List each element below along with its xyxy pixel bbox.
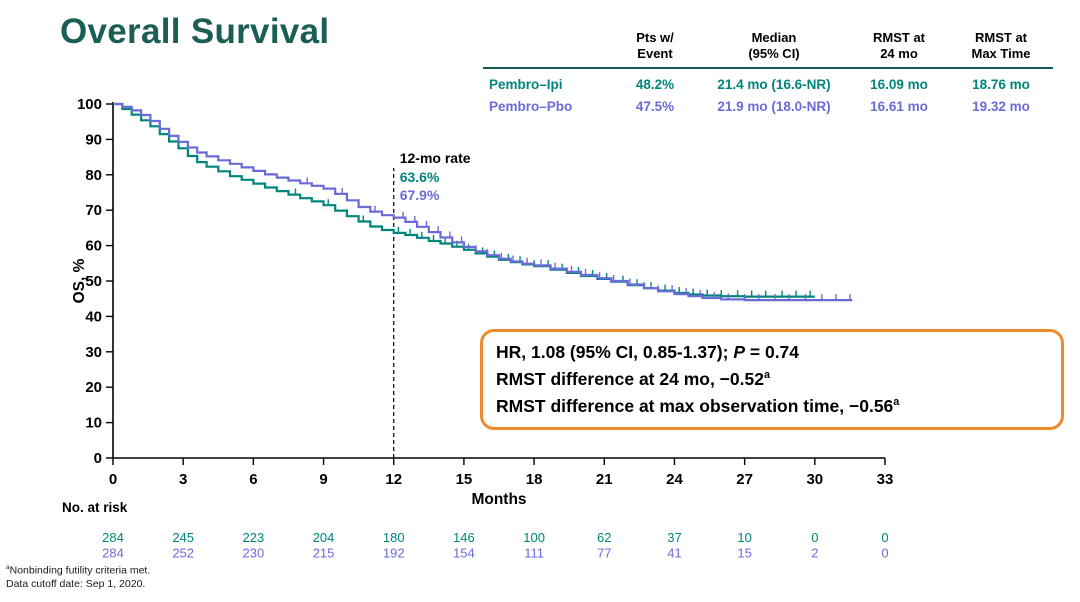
risk-count: 215 [313,545,335,560]
svg-text:0: 0 [94,450,102,467]
svg-text:30: 30 [85,344,102,361]
median-value: 21.4 mo (16.6-NR) [717,76,831,92]
svg-text:40: 40 [85,308,102,325]
rmstmax-value: 19.32 mo [972,98,1030,114]
svg-text:80: 80 [85,167,102,184]
risk-count: 62 [597,530,611,545]
reference-line-label: 12-mo rate [400,150,471,166]
svg-text:50: 50 [85,273,102,290]
svg-text:10: 10 [85,415,102,432]
svg-text:30: 30 [806,471,823,488]
summary-table: Pts w/ Event Median (95% CI) RMST at 24 … [483,30,1053,114]
risk-count: 230 [243,545,265,560]
svg-text:21: 21 [596,471,613,488]
svg-text:0: 0 [109,471,117,488]
svg-text:15: 15 [456,471,473,488]
svg-text:33: 33 [877,471,894,488]
footnote-2: Data cutoff date: Sep 1, 2020. [6,578,146,591]
svg-text:70: 70 [85,202,102,219]
no-at-risk-title: No. at risk [62,500,128,515]
risk-count: 0 [811,530,818,545]
table-row-pembro-ipi: Pembro–Ipi 48.2% 21.4 mo (16.6-NR) 16.09… [483,69,1053,92]
risk-count: 180 [383,530,405,545]
rmst24-value: 16.09 mo [870,76,928,92]
svg-text:3: 3 [179,471,187,488]
risk-count: 154 [453,545,475,560]
y-axis-label: OS, % [71,258,88,303]
rate-12mo-value: 63.6% [400,169,440,185]
risk-count: 252 [172,545,194,560]
risk-count: 111 [524,545,544,560]
rmstmax-value: 18.76 mo [972,76,1030,92]
svg-text:27: 27 [736,471,753,488]
svg-text:60: 60 [85,238,102,255]
series-pembro-pbo [113,102,853,302]
footnotes: aNonbinding futility criteria met. Data … [6,564,150,592]
footnote-1: aNonbinding futility criteria met. [6,564,150,578]
row-label: Pembro–Pbo [489,98,573,114]
rmstmax-diff-text: RMST difference at max observation time,… [496,396,894,417]
risk-count: 2 [811,545,818,560]
rmst24-diff-line: RMST difference at 24 mo, −0.52a [496,366,1048,393]
risk-count: 37 [667,530,681,545]
svg-text:20: 20 [85,379,102,396]
p-value-symbol: P [733,342,746,362]
col-header-rmst24: RMST at 24 mo [873,30,925,62]
risk-count: 10 [737,530,751,545]
rmst24-diff-text: RMST difference at 24 mo, −0.52 [496,369,764,390]
svg-text:9: 9 [319,471,327,488]
footnote-marker: a [893,396,900,409]
risk-count: 15 [737,545,751,560]
hr-line: HR, 1.08 (95% CI, 0.85-1.37); P = 0.74 [496,339,1048,366]
x-axis-label: Months [471,491,526,508]
summary-table-header: Pts w/ Event Median (95% CI) RMST at 24 … [483,30,1053,69]
risk-count: 223 [243,530,265,545]
hr-text: HR, 1.08 (95% CI, 0.85-1.37); [496,342,734,362]
risk-count: 146 [453,530,475,545]
pts-event-value: 47.5% [635,98,675,114]
footnote-marker: a [6,564,10,571]
rmstmax-diff-line: RMST difference at max observation time,… [496,393,1048,420]
risk-count: 284 [102,545,124,560]
svg-text:12: 12 [385,471,402,488]
svg-text:18: 18 [526,471,543,488]
risk-count: 284 [102,530,124,545]
axes: 0 10 20 30 40 50 60 70 80 90 100 0 3 6 9 12 15 18 21 24 27 30… [71,96,893,508]
svg-text:6: 6 [249,471,257,488]
row-label: Pembro–Ipi [489,76,563,92]
risk-count: 0 [881,530,888,545]
risk-count: 100 [523,530,545,545]
footnote-1-text: Nonbinding futility criteria met. [9,564,151,577]
median-value: 21.9 mo (18.0-NR) [717,98,831,114]
page-title: Overall Survival [60,12,330,51]
pts-event-value: 48.2% [635,76,675,92]
svg-text:24: 24 [666,471,683,488]
col-header-rmstmax: RMST at Max Time [971,30,1031,62]
risk-count: 0 [881,545,888,560]
risk-count: 204 [313,530,335,545]
risk-count: 41 [667,545,681,560]
rmst24-value: 16.61 mo [870,98,928,114]
reference-line-12mo: 12-mo rate 63.6% 67.9% [393,150,471,458]
p-value-text: = 0.74 [745,342,800,362]
risk-count: 245 [172,530,194,545]
risk-count: 77 [597,545,611,560]
footnote-marker: a [763,369,770,382]
table-row-pembro-pbo: Pembro–Pbo 47.5% 21.9 mo (18.0-NR) 16.61… [483,92,1053,114]
hr-annotation-box: HR, 1.08 (95% CI, 0.85-1.37); P = 0.74 R… [480,329,1064,431]
risk-count: 192 [383,545,405,560]
col-header-pts-event: Pts w/ Event [636,30,674,62]
series-pembro-ipi [113,102,815,298]
rate-12mo-value: 67.9% [400,187,440,203]
col-header-median: Median (95% CI) [748,30,800,62]
svg-text:90: 90 [85,131,102,148]
svg-text:100: 100 [77,96,102,113]
